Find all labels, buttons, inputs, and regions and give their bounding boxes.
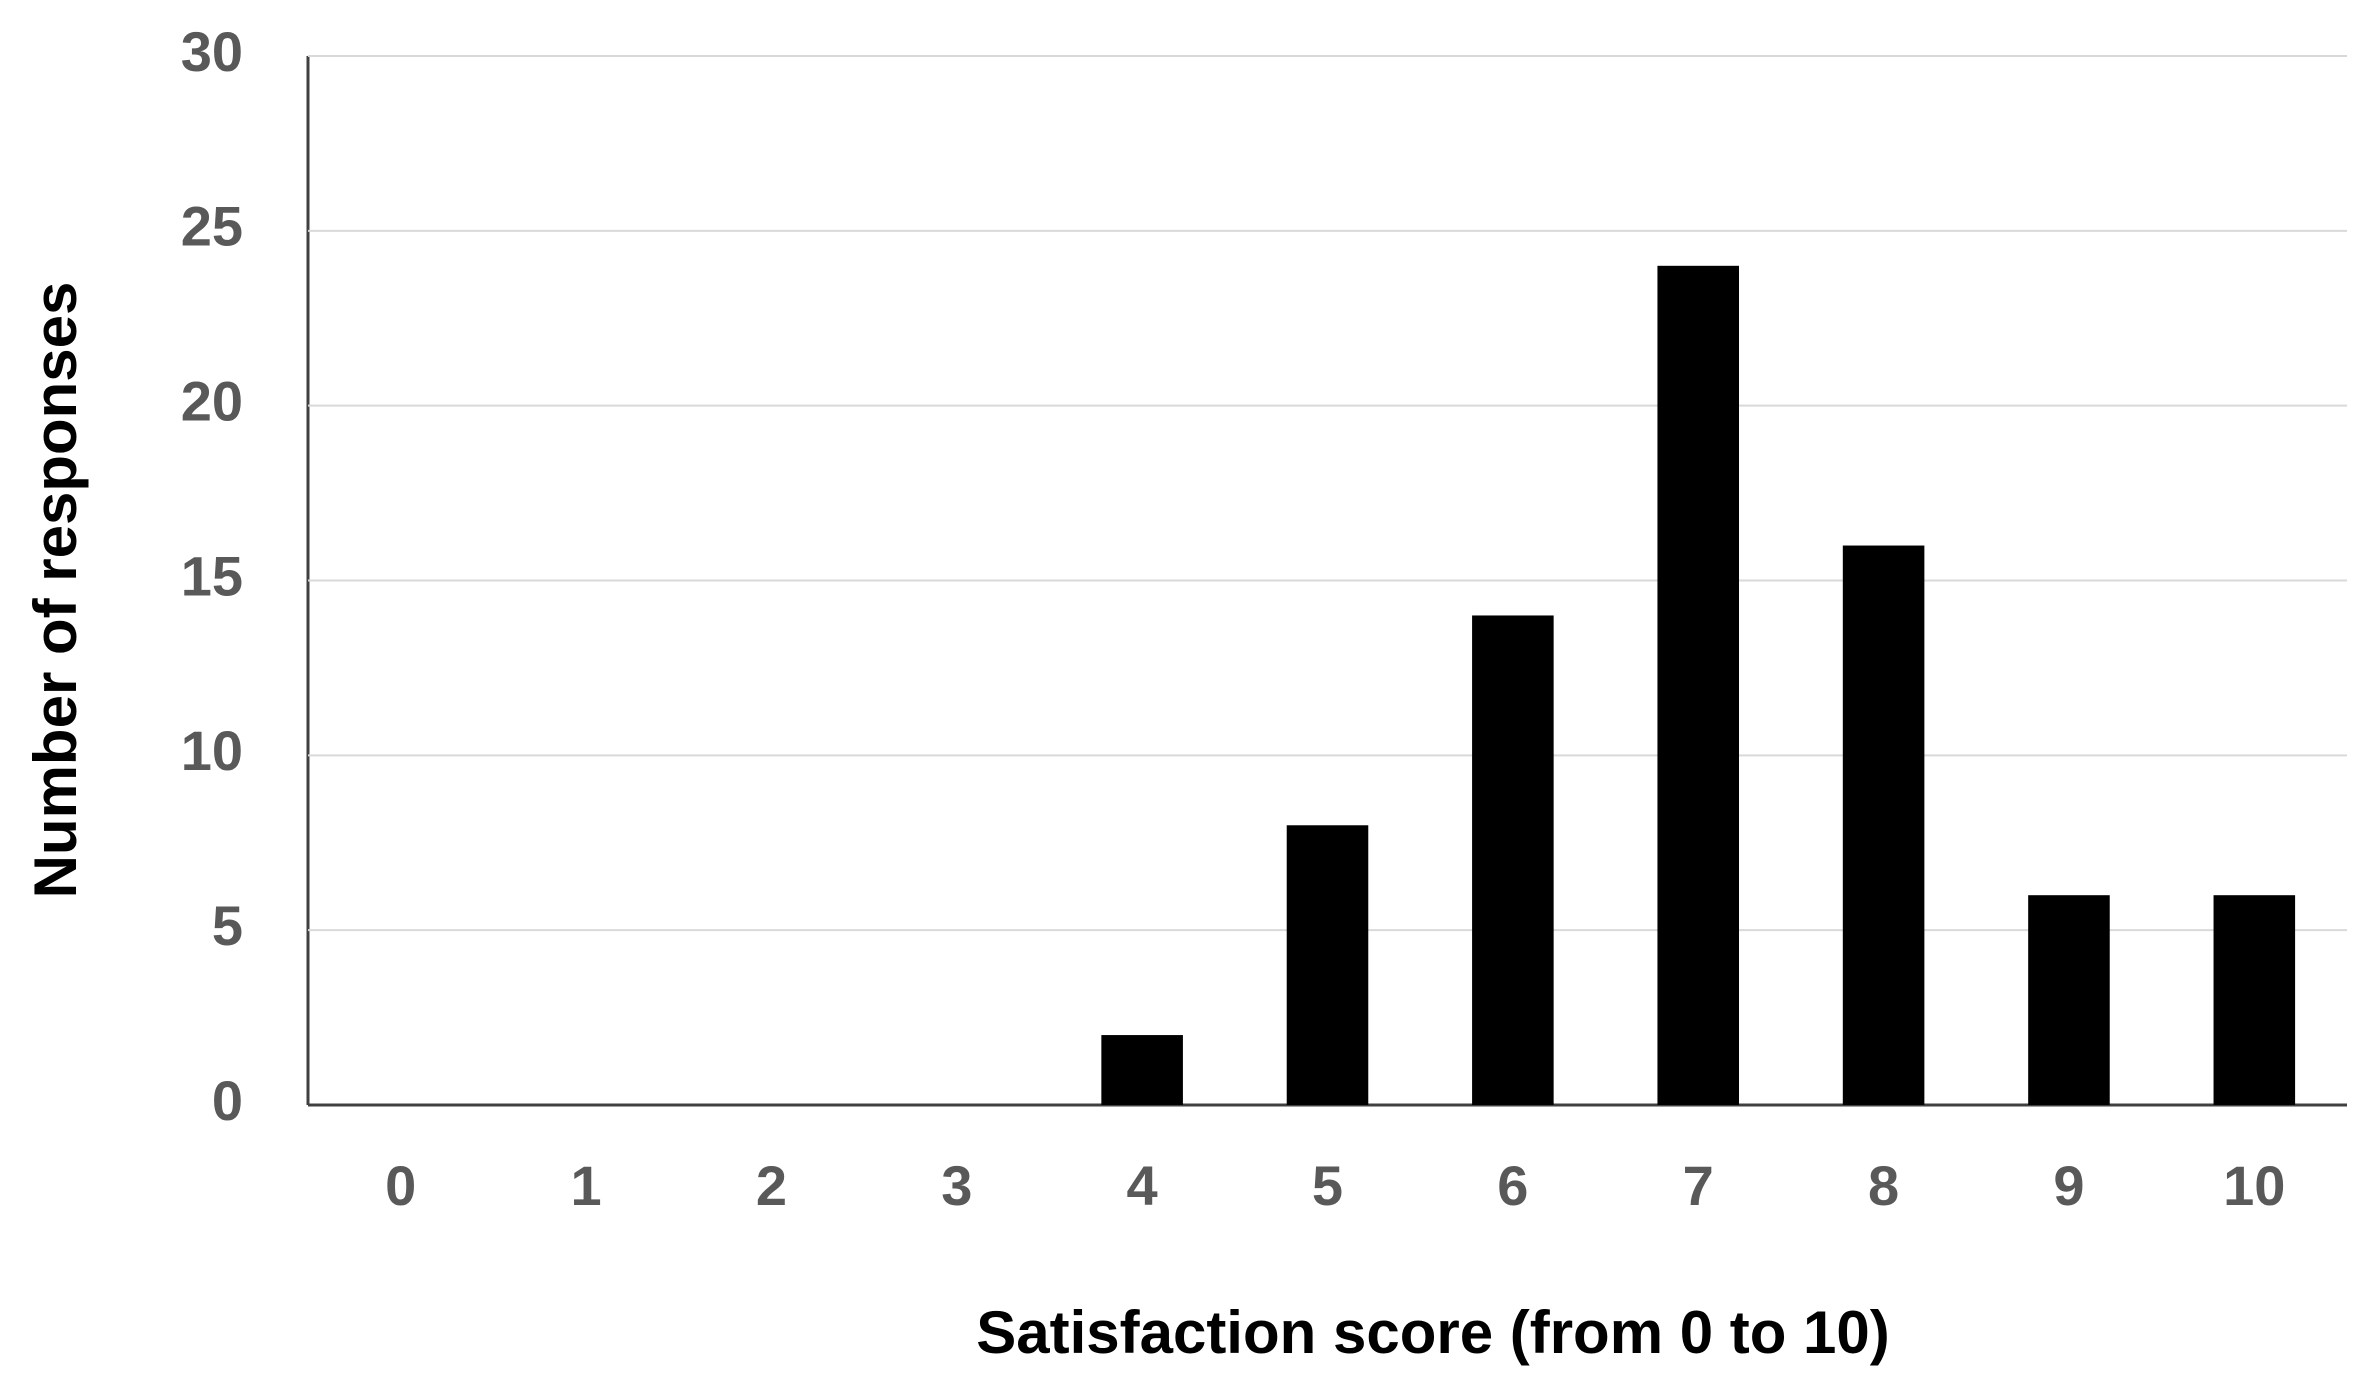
bar (1842, 545, 1925, 1105)
x-tick-label: 0 (385, 1154, 416, 1217)
x-tick-label: 9 (2053, 1154, 2084, 1217)
x-tick-label: 7 (1683, 1154, 1714, 1217)
x-tick-label: 5 (1312, 1154, 1343, 1217)
bar (1472, 615, 1554, 1105)
y-tick-label: 20 (181, 369, 243, 432)
y-tick-label: 30 (181, 20, 243, 83)
y-axis-title: Number of responses (22, 282, 89, 899)
x-tick-label: 6 (1497, 1154, 1528, 1217)
bar (1286, 825, 1369, 1105)
x-tick-label: 4 (1127, 1154, 1158, 1217)
x-tick-label: 3 (941, 1154, 972, 1217)
x-axis-title: Satisfaction score (from 0 to 10) (976, 1299, 1890, 1366)
bar (2028, 895, 2110, 1105)
x-tick-label: 8 (1868, 1154, 1899, 1217)
y-tick-label: 10 (181, 719, 243, 782)
x-tick-label: 1 (570, 1154, 601, 1217)
bar (2213, 895, 2296, 1105)
y-tick-label: 15 (181, 544, 243, 607)
y-tick-label: 5 (212, 894, 243, 957)
x-tick-label: 10 (2223, 1154, 2285, 1217)
y-tick-label: 0 (212, 1069, 243, 1132)
bar (1101, 1035, 1183, 1105)
x-tick-label: 2 (756, 1154, 787, 1217)
bar (1657, 265, 1740, 1105)
y-tick-label: 25 (181, 195, 243, 258)
